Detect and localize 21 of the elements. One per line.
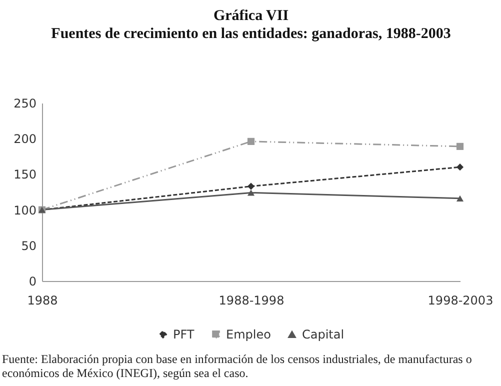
y-tick-label: 50 — [21, 238, 36, 253]
legend-label: PFT — [173, 327, 195, 342]
source-note: Fuente: Elaboración propia con base en información de los censos industriales, de manufacturas o económicos de México (INEGI), según sea el caso. — [2, 352, 473, 380]
y-tick-label: 0 — [28, 274, 36, 288]
chart-subtitle: Fuentes de crecimiento en las entidades: ganadoras, 1988-2003 — [51, 26, 451, 42]
point — [456, 164, 464, 171]
point — [247, 138, 255, 145]
x-tick-label: 1988-1998 — [218, 294, 284, 308]
legend-label: Empleo — [226, 327, 271, 342]
y-tick-label: 250 — [14, 96, 36, 110]
legend-label: Capital — [302, 328, 344, 342]
chart-title: Gráfica VII — [213, 8, 289, 24]
y-tick-label: 100 — [14, 203, 36, 218]
point — [456, 142, 464, 150]
point — [247, 182, 255, 190]
y-tick-label: 200 — [14, 132, 36, 146]
point — [247, 190, 255, 196]
point — [456, 195, 464, 202]
x-tick-label: 1988 — [27, 294, 58, 308]
x-tick-label: 1998-2003 — [428, 294, 494, 308]
y-tick-label: 150 — [14, 168, 36, 182]
